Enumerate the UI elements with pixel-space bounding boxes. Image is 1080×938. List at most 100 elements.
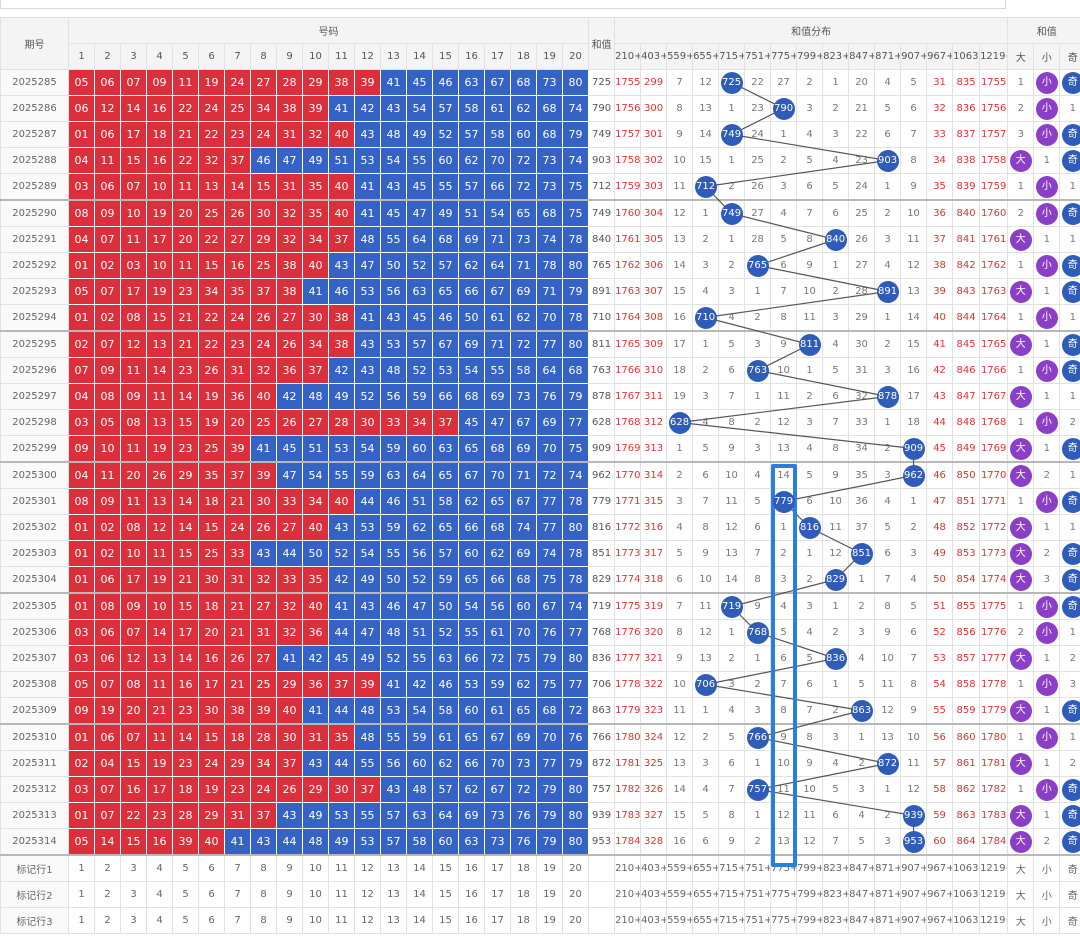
dist-cell: 1757 bbox=[614, 121, 642, 148]
number-ball: 08 bbox=[120, 409, 147, 436]
marker-label: 标记行1 bbox=[0, 854, 69, 882]
dist-miss: 18 bbox=[907, 417, 920, 428]
size-cell: 大 bbox=[1007, 566, 1035, 594]
marker-cell: 14 bbox=[406, 907, 433, 934]
number-ball: 50 bbox=[458, 304, 485, 332]
dist-cell: 2 bbox=[744, 409, 772, 436]
dist-cell: 1782 bbox=[979, 776, 1009, 803]
number-ball: 21 bbox=[224, 619, 251, 646]
dist-cell: 52 bbox=[926, 619, 954, 646]
column-header: 1063+ bbox=[952, 43, 981, 70]
marker-cell: 小 bbox=[1033, 854, 1061, 882]
size-cell: 奇 bbox=[1059, 357, 1080, 384]
size-cell: 3 bbox=[1007, 121, 1035, 148]
dist-cell: 36 bbox=[926, 199, 954, 227]
dist-miss: 8 bbox=[910, 155, 917, 166]
number-ball: 26 bbox=[250, 514, 277, 541]
column-header: 5 bbox=[172, 43, 199, 70]
dist-hit: 768 bbox=[746, 621, 769, 644]
number-ball: 32 bbox=[250, 357, 277, 384]
number-ball: 15 bbox=[120, 828, 147, 856]
dist-miss: 34 bbox=[855, 443, 868, 454]
dist-miss: 4 bbox=[728, 705, 735, 716]
dist-cell: 11 bbox=[874, 671, 902, 698]
dist-miss: 4 bbox=[832, 339, 839, 350]
data-row: 2025303 01 02 10 11 15 25 33 43 44 50 52 54 55 56 57 60 6… bbox=[0, 540, 1080, 567]
data-row: 2025290 08 09 10 19 20 25 26 30 32 35 40 41 45 47 49 51 5… bbox=[0, 199, 1080, 227]
dist-cell: 16 bbox=[666, 828, 694, 856]
dist-cell: 710 bbox=[692, 304, 720, 332]
dist-cell: 5 bbox=[692, 802, 720, 829]
number-ball: 79 bbox=[561, 383, 590, 410]
number-ball: 76 bbox=[536, 383, 563, 410]
number-ball: 52 bbox=[328, 540, 355, 567]
dist-miss: 10 bbox=[699, 574, 712, 585]
data-row: 2025310 01 06 07 11 14 15 18 28 30 31 35 48 55 59 61 65 6… bbox=[0, 723, 1080, 751]
dist-cell: 6 bbox=[874, 121, 902, 148]
number-ball: 62 bbox=[458, 488, 485, 515]
dist-cell: 749 bbox=[718, 199, 746, 227]
marker-cell: 871+ bbox=[874, 854, 902, 882]
sum-value: 768 bbox=[588, 619, 616, 646]
dist-cell: 1756 bbox=[979, 95, 1009, 122]
number-ball: 73 bbox=[510, 383, 537, 410]
marker-cell: 799+ bbox=[796, 854, 824, 882]
dist-miss: 1756 bbox=[980, 103, 1007, 114]
dist-cell: 1773 bbox=[979, 540, 1009, 567]
dist-cell: 7 bbox=[796, 199, 824, 227]
column-header: 大 bbox=[1007, 43, 1035, 70]
dist-cell: 1777 bbox=[979, 645, 1009, 672]
dist-hit: 836 bbox=[824, 647, 847, 670]
number-ball: 38 bbox=[224, 697, 251, 725]
period: 2025306 bbox=[0, 619, 69, 646]
dist-cell: 13 bbox=[770, 828, 798, 856]
dist-cell: 891 bbox=[874, 278, 902, 305]
marker-cell: 775+ bbox=[770, 854, 798, 882]
dist-miss: 38 bbox=[933, 260, 946, 271]
dist-cell: 6 bbox=[822, 383, 850, 410]
number-ball: 42 bbox=[406, 671, 433, 698]
number-ball: 61 bbox=[432, 723, 459, 751]
marker-cell bbox=[588, 854, 616, 882]
dist-miss: 1778 bbox=[980, 679, 1007, 690]
dist-miss: 33 bbox=[855, 417, 868, 428]
marker-cell: 907+ bbox=[900, 854, 928, 882]
dist-cell: 28 bbox=[848, 278, 876, 305]
dist-cell: 57 bbox=[926, 750, 954, 777]
dist-cell: 6 bbox=[718, 357, 746, 384]
number-ball: 16 bbox=[198, 645, 225, 672]
size-cell: 大 bbox=[1007, 278, 1035, 305]
number-ball: 12 bbox=[120, 330, 147, 358]
number-ball: 65 bbox=[510, 697, 537, 725]
dist-cell: 844 bbox=[952, 304, 981, 332]
dist-cell: 6 bbox=[796, 488, 824, 515]
column-header: 1 bbox=[68, 43, 95, 70]
dist-cell: 4 bbox=[874, 488, 902, 515]
period: 2025311 bbox=[0, 750, 69, 777]
number-ball: 20 bbox=[172, 199, 199, 227]
size-hit: 奇 bbox=[1061, 542, 1080, 565]
number-ball: 35 bbox=[198, 461, 225, 489]
dist-miss: 6 bbox=[728, 365, 735, 376]
marker-cell: 4 bbox=[146, 881, 173, 908]
dist-miss: 1 bbox=[754, 286, 761, 297]
dist-cell: 7 bbox=[900, 645, 928, 672]
number-ball: 62 bbox=[510, 95, 537, 122]
number-ball: 21 bbox=[172, 121, 199, 148]
number-ball: 10 bbox=[94, 435, 121, 463]
number-ball: 11 bbox=[120, 226, 147, 253]
size-hit: 奇 bbox=[1061, 71, 1080, 94]
dist-miss: 319 bbox=[644, 601, 664, 612]
number-ball: 54 bbox=[354, 435, 381, 463]
number-ball: 69 bbox=[458, 226, 485, 253]
dist-cell: 6 bbox=[770, 645, 798, 672]
number-ball: 55 bbox=[380, 226, 407, 253]
period: 2025285 bbox=[0, 69, 69, 96]
number-ball: 43 bbox=[354, 357, 381, 384]
sum-value: 706 bbox=[588, 671, 616, 698]
number-ball: 37 bbox=[250, 278, 277, 305]
column-header: 18 bbox=[510, 43, 537, 70]
marker-cell: 20 bbox=[561, 881, 590, 908]
number-ball: 25 bbox=[198, 540, 225, 567]
number-ball: 09 bbox=[68, 697, 95, 725]
